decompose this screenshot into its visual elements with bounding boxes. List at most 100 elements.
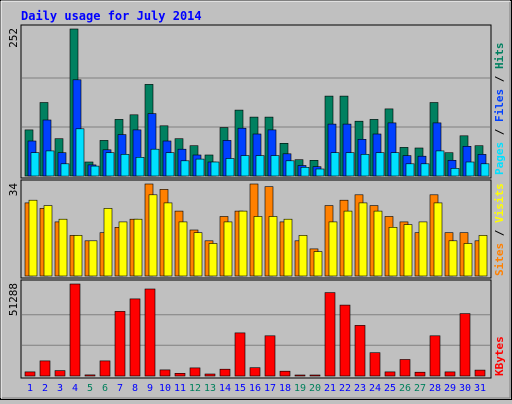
x-axis-day-labels: 1 2 3 4 5 6 7 8 9 10 11 12 13 14 15 16 17 18 19 20 21 22 23 24 2… — [27, 383, 486, 394]
y-max-label-bottom: 51288 — [7, 283, 20, 316]
bar-kbytes — [294, 374, 306, 377]
bar-pages — [240, 155, 250, 177]
bar-pages — [315, 168, 325, 177]
bar-pages — [60, 163, 70, 177]
x-tick-label: 17 — [264, 383, 276, 394]
bar-sites — [148, 194, 158, 277]
bar-sites — [298, 235, 308, 277]
bar-pages — [135, 157, 145, 177]
bar-sites — [358, 202, 368, 277]
bar-pages — [450, 168, 460, 177]
legend-sep-2: / — [493, 69, 506, 89]
legend-sep-1: / — [493, 122, 506, 142]
x-tick-label: 11 — [174, 383, 186, 394]
bar-kbytes — [174, 372, 186, 377]
bar-kbytes — [39, 360, 51, 377]
bar-sites — [43, 205, 53, 277]
bar-kbytes — [399, 359, 411, 377]
bar-kbytes — [189, 367, 201, 377]
bar-kbytes — [129, 298, 141, 377]
bar-sites — [433, 202, 443, 277]
bar-kbytes — [264, 335, 276, 377]
bar-pages — [330, 152, 340, 177]
x-tick-label: 26 — [399, 383, 411, 394]
bar-kbytes — [84, 374, 96, 377]
bar-pages — [120, 154, 130, 177]
x-tick-label: 10 — [159, 383, 171, 394]
bar-sites — [28, 199, 38, 277]
panel-frame-bottom — [20, 279, 492, 379]
bar-sites — [163, 202, 173, 277]
bar-pages — [75, 128, 85, 177]
bar-kbytes — [309, 374, 321, 377]
bar-kbytes — [234, 332, 246, 377]
bar-sites — [268, 216, 278, 277]
chart-title: Daily usage for July 2014 — [21, 9, 202, 23]
bar-sites — [403, 224, 413, 277]
bar-pages — [285, 160, 295, 177]
bar-kbytes — [369, 352, 381, 377]
bar-pages — [465, 161, 475, 177]
x-tick-label: 25 — [384, 383, 396, 394]
bar-pages — [345, 152, 355, 177]
bar-pages — [375, 152, 385, 177]
x-tick-label: 28 — [429, 383, 441, 394]
bar-pages — [390, 152, 400, 177]
bar-pages — [45, 150, 55, 177]
bar-pages — [270, 155, 280, 177]
x-tick-label: 13 — [204, 383, 216, 394]
x-tick-label: 7 — [117, 383, 123, 394]
x-tick-label: 29 — [444, 383, 456, 394]
bar-kbytes — [444, 371, 456, 377]
legend-files: Files — [493, 89, 506, 122]
legend-top: Pages / Files / Hits — [493, 43, 506, 176]
bar-kbytes — [474, 369, 486, 377]
x-tick-label: 16 — [249, 383, 261, 394]
x-tick-label: 4 — [72, 383, 78, 394]
bar-sites — [283, 218, 293, 277]
bar-pages — [480, 163, 490, 177]
bar-pages — [435, 150, 445, 177]
bar-sites — [388, 227, 398, 277]
bar-kbytes — [459, 313, 471, 377]
x-tick-label: 8 — [132, 383, 138, 394]
x-tick-label: 1 — [27, 383, 33, 394]
bar-pages — [405, 163, 415, 177]
x-tick-label: 9 — [147, 383, 153, 394]
legend-hits: Hits — [493, 43, 506, 70]
bar-sites — [463, 243, 473, 277]
bar-kbytes — [114, 311, 126, 377]
bar-sites — [223, 221, 233, 277]
x-tick-label: 23 — [354, 383, 366, 394]
bar-kbytes — [204, 373, 216, 377]
bar-pages — [255, 155, 265, 177]
bar-sites — [343, 210, 353, 277]
x-tick-label: 30 — [459, 383, 471, 394]
bar-kbytes — [414, 371, 426, 377]
bar-kbytes — [24, 371, 36, 377]
bar-kbytes — [429, 335, 441, 377]
plot-hits-files-pages — [22, 28, 490, 177]
bar-pages — [420, 163, 430, 177]
x-tick-label: 19 — [294, 383, 306, 394]
bar-kbytes — [339, 304, 351, 377]
x-tick-label: 2 — [42, 383, 48, 394]
bar-kbytes — [249, 367, 261, 377]
bar-sites — [73, 235, 83, 277]
bar-pages — [150, 148, 160, 177]
x-tick-label: 27 — [414, 383, 426, 394]
x-tick-label: 12 — [189, 383, 201, 394]
bar-kbytes — [144, 288, 156, 377]
bar-pages — [195, 158, 205, 177]
bar-sites — [373, 210, 383, 277]
bar-sites — [253, 216, 263, 277]
bar-sites — [448, 240, 458, 277]
bar-kbytes — [99, 360, 111, 377]
bar-pages — [300, 167, 310, 177]
x-tick-label: 21 — [324, 383, 336, 394]
plot-kbytes — [22, 283, 490, 377]
legend-mid: Sites / Visits — [493, 183, 506, 276]
bar-sites — [328, 221, 338, 277]
